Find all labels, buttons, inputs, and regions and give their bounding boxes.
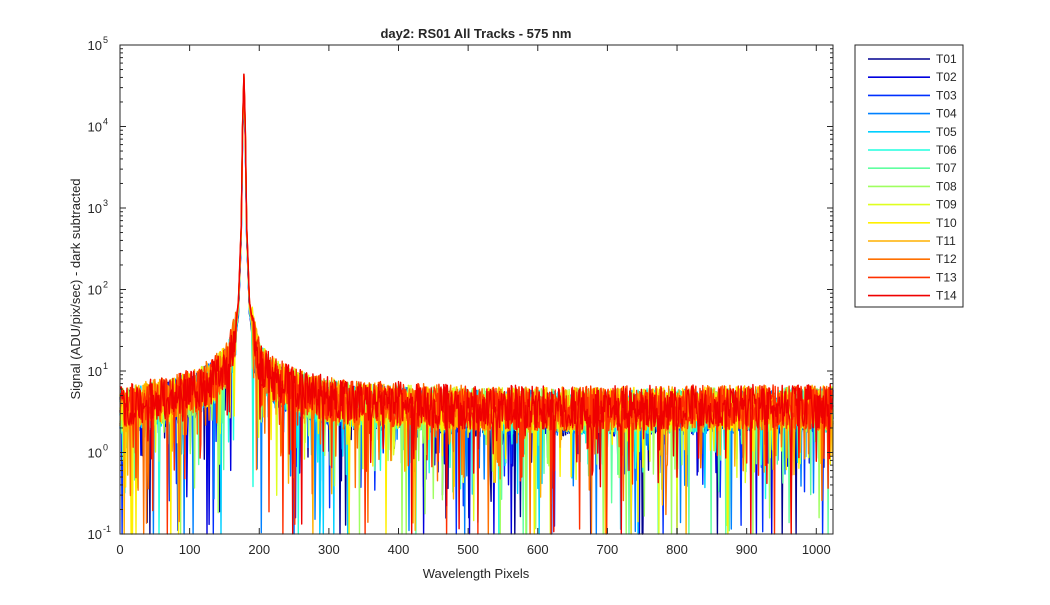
y-tick-label: 10 <box>88 364 102 379</box>
y-axis-label: Signal (ADU/pix/sec) - dark subtracted <box>68 178 83 399</box>
x-tick-label: 0 <box>116 542 123 557</box>
series-line-t14 <box>119 73 834 535</box>
x-tick-label: 400 <box>388 542 410 557</box>
y-tick-label: 10 <box>88 38 102 53</box>
legend-label: T02 <box>936 70 957 84</box>
x-tick-label: 900 <box>736 542 758 557</box>
y-tick-label: 10 <box>88 120 102 135</box>
y-tick-exponent: -1 <box>103 524 111 534</box>
legend-label: T01 <box>936 52 957 66</box>
x-tick-label: 700 <box>597 542 619 557</box>
legend-label: T12 <box>936 252 957 266</box>
x-tick-label: 600 <box>527 542 549 557</box>
y-tick-exponent: 5 <box>103 35 108 45</box>
legend-label: T14 <box>936 289 957 303</box>
legend-label: T07 <box>936 161 957 175</box>
legend-label: T11 <box>936 234 956 248</box>
legend-label: T04 <box>936 107 957 121</box>
y-tick-exponent: 4 <box>103 117 108 127</box>
legend-label: T13 <box>936 270 957 284</box>
x-tick-label: 100 <box>179 542 201 557</box>
legend-label: T06 <box>936 143 957 157</box>
x-tick-label: 800 <box>666 542 688 557</box>
y-tick-label: 10 <box>88 283 102 298</box>
y-tick-exponent: 2 <box>103 280 108 290</box>
legend-label: T03 <box>936 88 957 102</box>
x-tick-label: 1000 <box>802 542 831 557</box>
x-tick-label: 300 <box>318 542 340 557</box>
x-axis-label: Wavelength Pixels <box>423 566 530 581</box>
chart-title: day2: RS01 All Tracks - 575 nm <box>380 26 571 41</box>
y-tick-exponent: 0 <box>103 443 108 453</box>
legend-box <box>854 44 964 308</box>
x-axis: 0 100 200 300 400 500 600 700 800 900 1000 <box>116 45 831 557</box>
y-tick-label: 10 <box>88 527 102 542</box>
y-tick-exponent: 3 <box>103 198 108 208</box>
legend-label: T10 <box>936 216 957 230</box>
legend-label: T09 <box>936 198 957 212</box>
y-tick-label: 10 <box>88 201 102 216</box>
series-layer <box>119 73 834 535</box>
legend-label: T08 <box>936 179 957 193</box>
y-tick-exponent: 1 <box>103 361 108 371</box>
legend: T01 T02 T03 T04 T05 T06 T07 T08 T09 T10 T11 T12 T13 T… <box>854 44 964 308</box>
x-tick-label: 500 <box>457 542 479 557</box>
x-tick-label: 200 <box>248 542 270 557</box>
y-tick-label: 10 <box>88 446 102 461</box>
legend-label: T05 <box>936 125 957 139</box>
